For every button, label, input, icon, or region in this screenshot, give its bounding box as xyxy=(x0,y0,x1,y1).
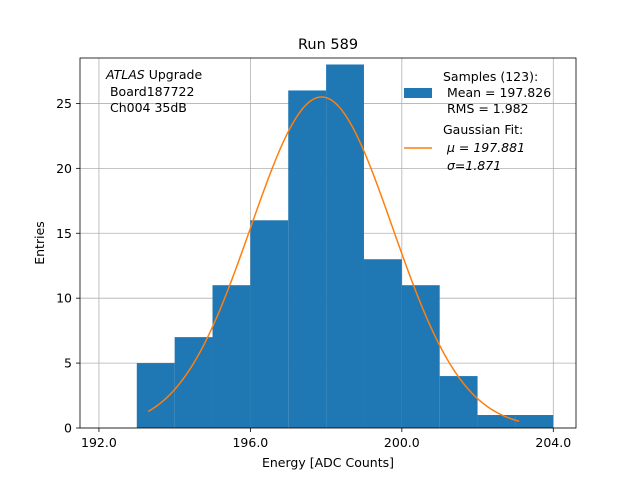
x-axis-ticks: 192.0 196.0 200.0 204.0 xyxy=(81,428,571,450)
legend-fit-sigma: σ=1.871 xyxy=(443,158,501,173)
annotation-line-3: Ch004 35dB xyxy=(106,100,187,115)
gaussian-fit-curve xyxy=(147,96,520,422)
y-tick-label: 0 xyxy=(64,421,72,436)
y-tick-label: 10 xyxy=(56,291,72,306)
legend-samples-rms: RMS = 1.982 xyxy=(443,101,529,116)
y-axis-label: Entries xyxy=(32,221,47,265)
atlas-annotation: ATLAS Upgrade Board187722 Ch004 35dB xyxy=(105,67,202,115)
legend-fit-label: Gaussian Fit: xyxy=(443,122,523,137)
annotation-line-1: ATLAS Upgrade xyxy=(105,67,202,82)
y-tick-label: 15 xyxy=(56,226,72,241)
x-tick-label: 200.0 xyxy=(384,435,420,450)
histogram-bar xyxy=(515,415,554,428)
histogram-bar xyxy=(288,90,327,428)
x-axis-label: Energy [ADC Counts] xyxy=(262,455,394,470)
y-tick-label: 25 xyxy=(56,96,72,111)
histogram-bars xyxy=(136,64,554,429)
histogram-bar xyxy=(250,220,289,428)
histogram-bar xyxy=(212,285,251,428)
chart-title: Run 589 xyxy=(298,37,358,53)
annotation-line-2: Board187722 xyxy=(106,84,194,99)
x-tick-label: 192.0 xyxy=(81,435,117,450)
histogram-bar xyxy=(363,259,402,428)
y-axis-ticks: 0 5 10 15 20 25 xyxy=(56,96,80,436)
legend-samples-swatch xyxy=(404,88,432,98)
histogram-bar xyxy=(401,285,440,428)
annotation-upgrade: Upgrade xyxy=(145,67,203,82)
annotation-atlas: ATLAS xyxy=(105,67,145,82)
histogram-bar xyxy=(439,376,478,428)
y-tick-label: 5 xyxy=(64,356,72,371)
legend: Samples (123): Mean = 197.826 RMS = 1.98… xyxy=(404,69,551,173)
histogram-bar xyxy=(326,64,364,429)
legend-samples-label: Samples (123): xyxy=(443,69,538,84)
x-tick-label: 204.0 xyxy=(535,435,571,450)
x-tick-label: 196.0 xyxy=(232,435,268,450)
y-tick-label: 20 xyxy=(56,161,72,176)
histogram-bar xyxy=(477,415,516,428)
plot-frame xyxy=(79,57,577,429)
legend-samples-mean: Mean = 197.826 xyxy=(443,85,551,100)
legend-fit-mu: μ = 197.881 xyxy=(443,140,525,155)
